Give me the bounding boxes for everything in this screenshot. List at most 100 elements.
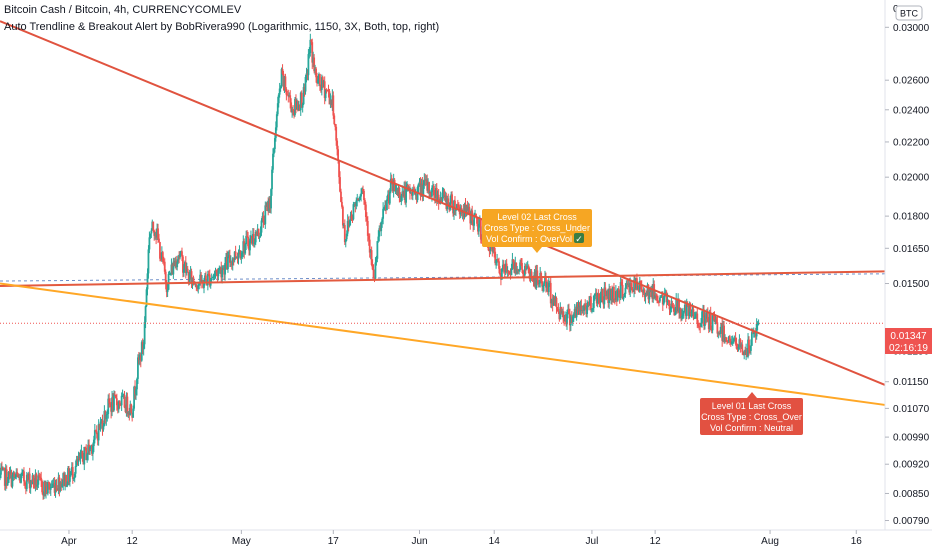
candle-body bbox=[522, 269, 524, 274]
candle-body bbox=[558, 312, 561, 320]
candle-body bbox=[518, 269, 521, 272]
candle-body bbox=[656, 295, 658, 301]
candle-body bbox=[713, 315, 716, 322]
candle-body bbox=[602, 301, 605, 305]
price-tick-label: 0.01800 bbox=[893, 212, 930, 223]
candle-body bbox=[562, 311, 565, 318]
candle-body bbox=[585, 306, 588, 315]
candle-body bbox=[5, 469, 8, 486]
candle-body bbox=[369, 250, 372, 253]
candle-body bbox=[132, 408, 135, 418]
candle-body bbox=[353, 204, 356, 206]
candle-body bbox=[362, 188, 364, 191]
candle-body bbox=[98, 423, 101, 429]
candle-body bbox=[108, 398, 111, 404]
candle-body bbox=[474, 213, 476, 215]
candle-body bbox=[323, 81, 326, 99]
candle-body bbox=[272, 153, 274, 170]
indicator-title[interactable]: Auto Trendline & Breakout Alert by BobRi… bbox=[4, 21, 440, 33]
candle-body bbox=[402, 191, 405, 197]
candle-body bbox=[650, 289, 653, 293]
candle-body bbox=[364, 204, 367, 217]
candle-body bbox=[23, 471, 25, 482]
candle-body bbox=[384, 205, 386, 208]
symbol-title[interactable]: Bitcoin Cash / Bitcoin, 4h, CURRENCYCOML… bbox=[4, 4, 242, 16]
candle-body bbox=[451, 194, 453, 208]
candle-body bbox=[3, 467, 6, 486]
candle-body bbox=[14, 476, 17, 478]
candle-body bbox=[381, 218, 384, 222]
candle-body bbox=[717, 332, 720, 334]
candle-body bbox=[143, 321, 146, 345]
candle-body bbox=[440, 197, 443, 201]
candle-body bbox=[255, 231, 258, 236]
candle-body bbox=[548, 282, 551, 284]
currency-badge[interactable] bbox=[895, 5, 923, 21]
candle-body bbox=[679, 308, 681, 314]
candle-body bbox=[610, 289, 612, 300]
candle-body bbox=[393, 179, 396, 192]
candle-body bbox=[12, 472, 15, 476]
candle-body bbox=[148, 237, 151, 250]
candle-body bbox=[32, 475, 35, 482]
candle-body bbox=[621, 284, 624, 300]
candle-body bbox=[62, 473, 65, 484]
candle-body bbox=[141, 342, 144, 350]
candle-body bbox=[174, 260, 177, 267]
time-tick-label: 17 bbox=[328, 536, 340, 547]
candle-body bbox=[6, 482, 9, 486]
candle-body bbox=[359, 196, 362, 200]
candle-body bbox=[568, 313, 571, 326]
candle-body bbox=[649, 289, 652, 293]
candle-body bbox=[160, 252, 163, 260]
candle-body bbox=[189, 271, 192, 275]
candle-body bbox=[617, 288, 620, 291]
candle-body bbox=[300, 92, 303, 108]
candle-body bbox=[678, 299, 680, 314]
candle-body bbox=[541, 281, 544, 287]
candle-body bbox=[584, 304, 587, 307]
candle-body bbox=[674, 312, 677, 316]
candle-body bbox=[525, 267, 528, 270]
candle-body bbox=[354, 204, 357, 206]
candle-body bbox=[425, 179, 428, 181]
candle-body bbox=[344, 239, 347, 243]
price-tick-label: 0.02400 bbox=[893, 105, 930, 116]
candle-body bbox=[9, 471, 12, 474]
candle-body bbox=[37, 475, 40, 485]
candle-body bbox=[322, 81, 325, 87]
candle-body bbox=[156, 228, 158, 238]
candle-body bbox=[683, 304, 686, 311]
candle-body bbox=[151, 221, 154, 231]
candle-body bbox=[101, 420, 104, 430]
candle-body bbox=[746, 349, 748, 357]
candle-body bbox=[105, 414, 108, 420]
candle-body bbox=[375, 258, 378, 263]
candle-body bbox=[718, 332, 721, 334]
candle-body bbox=[569, 316, 572, 326]
candle-body bbox=[398, 187, 401, 198]
candle-body bbox=[605, 294, 608, 297]
candle-body bbox=[313, 57, 316, 72]
candle-body bbox=[335, 126, 338, 141]
candle-body bbox=[647, 284, 650, 300]
candle-body bbox=[27, 473, 30, 480]
candle-body bbox=[506, 270, 509, 272]
candle-body bbox=[320, 77, 323, 91]
candle-body bbox=[644, 294, 647, 298]
candle-body bbox=[273, 138, 276, 149]
candle-body bbox=[306, 73, 309, 76]
candle-body bbox=[743, 351, 746, 356]
check-icon bbox=[574, 233, 584, 243]
candle-body bbox=[545, 282, 548, 288]
price-tick-label: 0.01150 bbox=[893, 377, 929, 388]
candle-body bbox=[19, 477, 22, 483]
candle-body bbox=[213, 273, 216, 276]
candle-body bbox=[2, 467, 5, 469]
candle-body bbox=[348, 220, 351, 227]
candle-body bbox=[284, 76, 287, 90]
candle-body bbox=[724, 337, 726, 342]
candle-body bbox=[405, 186, 408, 203]
candle-body bbox=[21, 472, 23, 475]
